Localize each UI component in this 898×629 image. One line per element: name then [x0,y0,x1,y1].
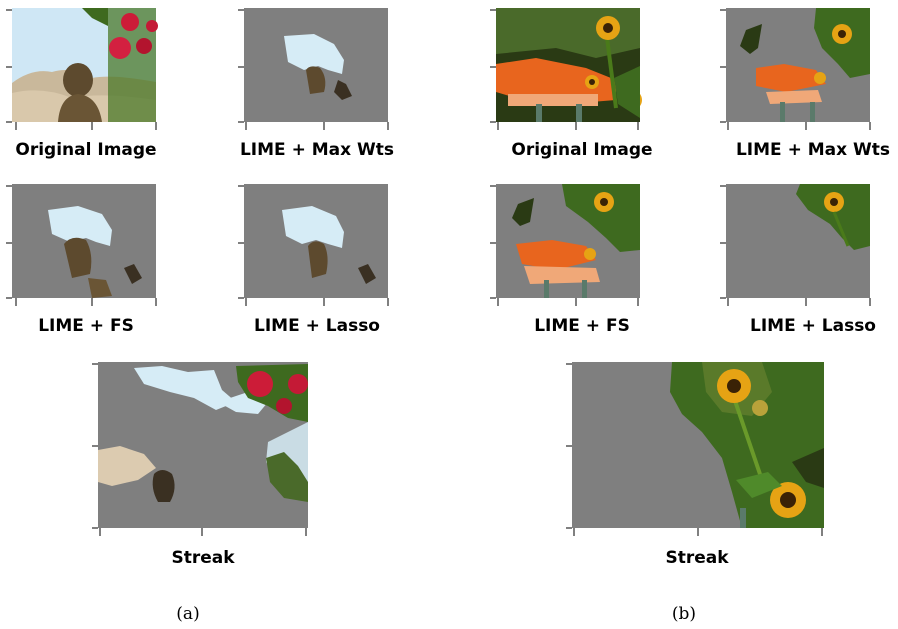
image-b-fs [490,184,640,306]
image-a-fs [6,184,157,306]
caption-b-fs: LIME + FS [534,316,630,336]
image-b-streak [566,362,824,536]
caption-b-original: Original Image [511,140,653,160]
subfigure-label-b: (b) [671,604,697,624]
image-b-lasso [720,184,871,306]
caption-b-max-wts: LIME + Max Wts [735,140,891,160]
caption-a-fs: LIME + FS [38,316,134,336]
image-b-original [490,8,642,130]
caption-b-streak: Streak [665,548,729,568]
caption-a-max-wts: LIME + Max Wts [239,140,395,160]
image-a-max-wts [238,8,389,130]
image-a-streak [92,362,308,536]
caption-b-lasso: LIME + Lasso [750,316,876,336]
image-a-original [6,8,158,130]
image-a-lasso [238,184,389,306]
caption-a-original: Original Image [15,140,157,160]
caption-a-lasso: LIME + Lasso [254,316,380,336]
image-b-max-wts [720,8,871,130]
caption-a-streak: Streak [171,548,235,568]
subfigure-label-a: (a) [176,604,200,624]
